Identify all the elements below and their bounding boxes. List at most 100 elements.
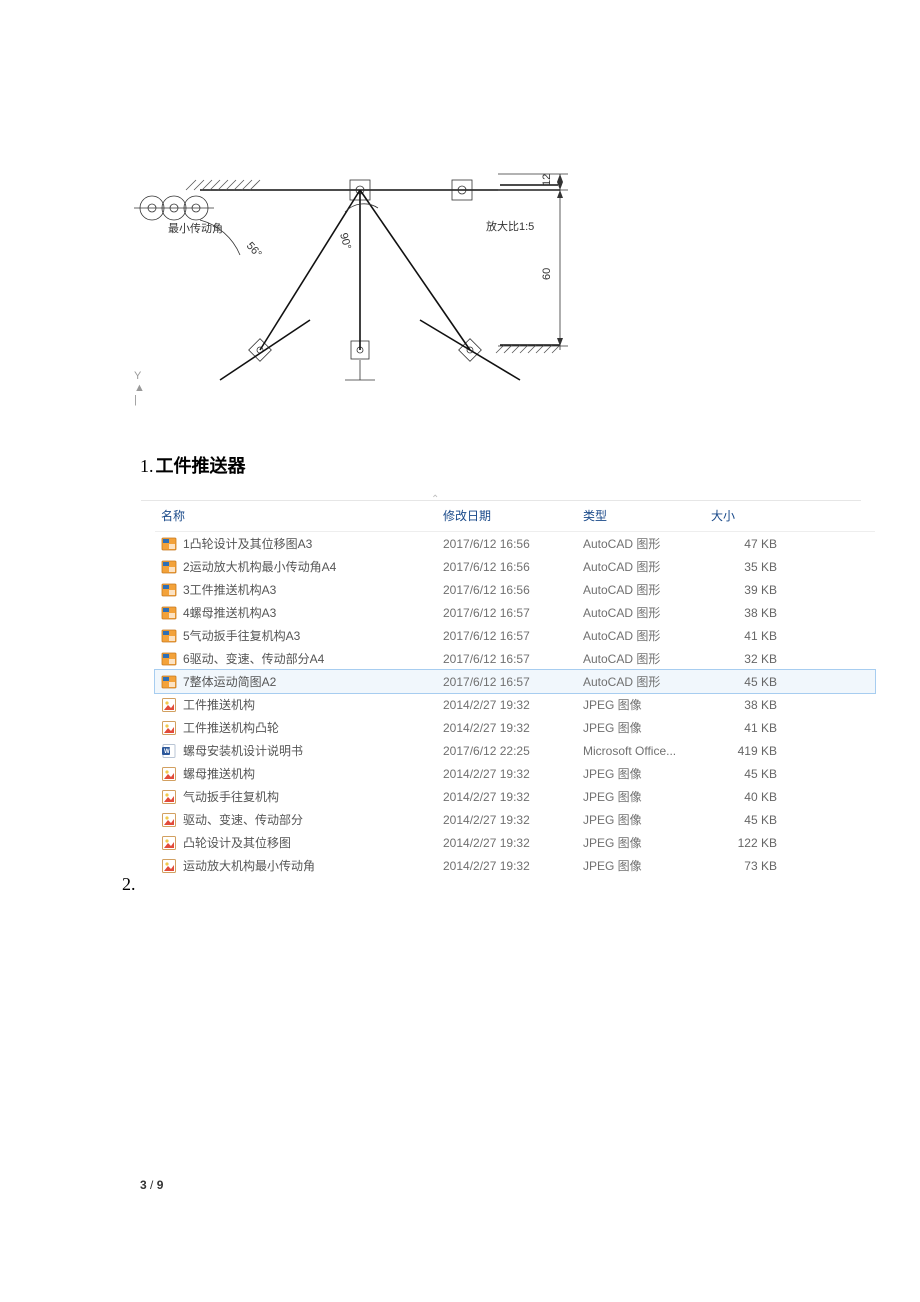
file-type: AutoCAD 图形 [583,627,711,644]
jpg-file-icon [161,697,177,713]
file-size: 45 KB [711,813,783,827]
dwg-file-icon [161,605,177,621]
header-name[interactable]: 名称 [161,507,443,524]
file-type: AutoCAD 图形 [583,581,711,598]
file-row[interactable]: 3工件推送机构A3 2017/6/12 16:56 AutoCAD 图形 39 … [155,578,875,601]
file-list-header[interactable]: 名称 修改日期 类型 大小 [155,500,875,532]
file-row[interactable]: 驱动、变速、传动部分 2014/2/27 19:32 JPEG 图像 45 KB [155,808,875,831]
scale-label: 放大比1:5 [486,219,534,233]
file-date: 2017/6/12 16:57 [443,675,583,689]
header-type[interactable]: 类型 [583,507,711,524]
dwg-file-icon [161,628,177,644]
file-date: 2017/6/12 16:56 [443,583,583,597]
file-type: Microsoft Office... [583,744,711,758]
file-name: 工件推送机构 [183,696,255,713]
file-row[interactable]: 7整体运动简图A2 2017/6/12 16:57 AutoCAD 图形 45 … [155,670,875,693]
file-type: JPEG 图像 [583,857,711,874]
file-name: 工件推送机构凸轮 [183,719,279,736]
list-number-2: 2. [122,874,136,895]
file-date: 2014/2/27 19:32 [443,721,583,735]
file-size: 32 KB [711,652,783,666]
dim-60: 60 [541,268,553,280]
file-size: 45 KB [711,767,783,781]
jpg-file-icon [161,720,177,736]
file-size: 39 KB [711,583,783,597]
dim-12: 12 [541,174,553,186]
file-name: 气动扳手往复机构 [183,788,279,805]
file-size: 122 KB [711,836,783,850]
file-type: AutoCAD 图形 [583,650,711,667]
page-footer: 3 / 9 [140,1178,163,1192]
file-row[interactable]: W 螺母安装机设计说明书 2017/6/12 22:25 Microsoft O… [155,739,875,762]
file-type: AutoCAD 图形 [583,673,711,690]
file-size: 419 KB [711,744,783,758]
axis-y-label: Y▲| [134,370,145,406]
file-row[interactable]: 4螺母推送机构A3 2017/6/12 16:57 AutoCAD 图形 38 … [155,601,875,624]
dwg-file-icon [161,674,177,690]
angle-56: 56° [244,240,264,260]
file-row[interactable]: 工件推送机构凸轮 2014/2/27 19:32 JPEG 图像 41 KB [155,716,875,739]
label-min-transmission-angle: 最小传动角 [168,222,223,235]
page-sep: / [147,1178,157,1192]
mechanical-diagram: Y▲| [140,150,700,410]
dwg-file-icon [161,559,177,575]
file-date: 2014/2/27 19:32 [443,836,583,850]
jpg-file-icon [161,789,177,805]
file-type: JPEG 图像 [583,765,711,782]
header-date[interactable]: 修改日期 [443,507,583,524]
file-date: 2017/6/12 16:57 [443,652,583,666]
file-date: 2017/6/12 16:56 [443,560,583,574]
file-type: JPEG 图像 [583,834,711,851]
file-size: 73 KB [711,859,783,873]
doc-file-icon: W [161,743,177,759]
file-date: 2017/6/12 22:25 [443,744,583,758]
file-name: 2运动放大机构最小传动角A4 [183,558,336,575]
file-row[interactable]: 气动扳手往复机构 2014/2/27 19:32 JPEG 图像 40 KB [155,785,875,808]
file-size: 41 KB [711,629,783,643]
file-row[interactable]: 5气动扳手往复机构A3 2017/6/12 16:57 AutoCAD 图形 4… [155,624,875,647]
file-date: 2014/2/27 19:32 [443,790,583,804]
file-size: 47 KB [711,537,783,551]
file-date: 2014/2/27 19:32 [443,813,583,827]
sort-arrow-icon: ⌃ [431,494,439,505]
file-row[interactable]: 运动放大机构最小传动角 2014/2/27 19:32 JPEG 图像 73 K… [155,854,875,877]
jpg-file-icon [161,835,177,851]
file-size: 35 KB [711,560,783,574]
file-type: AutoCAD 图形 [583,604,711,621]
file-name: 凸轮设计及其位移图 [183,834,291,851]
file-size: 45 KB [711,675,783,689]
file-type: AutoCAD 图形 [583,535,711,552]
diagram-svg: 最小传动角 56° 90° 放大比1:5 12 60 [140,150,700,410]
file-row[interactable]: 凸轮设计及其位移图 2014/2/27 19:32 JPEG 图像 122 KB [155,831,875,854]
file-row[interactable]: 螺母推送机构 2014/2/27 19:32 JPEG 图像 45 KB [155,762,875,785]
file-name: 4螺母推送机构A3 [183,604,276,621]
file-row[interactable]: 6驱动、变速、传动部分A4 2017/6/12 16:57 AutoCAD 图形… [155,647,875,670]
file-type: JPEG 图像 [583,719,711,736]
file-name: 7整体运动简图A2 [183,673,276,690]
dwg-file-icon [161,582,177,598]
file-size: 38 KB [711,698,783,712]
angle-90: 90° [337,232,353,251]
file-name: 螺母安装机设计说明书 [183,742,303,759]
file-name: 驱动、变速、传动部分 [183,811,303,828]
file-row[interactable]: 2运动放大机构最小传动角A4 2017/6/12 16:56 AutoCAD 图… [155,555,875,578]
file-name: 1凸轮设计及其位移图A3 [183,535,312,552]
file-name: 3工件推送机构A3 [183,581,276,598]
file-name: 5气动扳手往复机构A3 [183,627,300,644]
page-current: 3 [140,1178,147,1192]
file-type: JPEG 图像 [583,811,711,828]
file-name: 运动放大机构最小传动角 [183,857,315,874]
header-size[interactable]: 大小 [711,507,783,524]
file-row[interactable]: 1凸轮设计及其位移图A3 2017/6/12 16:56 AutoCAD 图形 … [155,532,875,555]
file-date: 2014/2/27 19:32 [443,698,583,712]
file-date: 2017/6/12 16:57 [443,606,583,620]
file-name: 6驱动、变速、传动部分A4 [183,650,324,667]
dwg-file-icon [161,536,177,552]
file-type: JPEG 图像 [583,696,711,713]
file-row[interactable]: 工件推送机构 2014/2/27 19:32 JPEG 图像 38 KB [155,693,875,716]
file-size: 38 KB [711,606,783,620]
heading-text: 工件推送器 [156,456,246,476]
svg-text:W: W [164,749,170,755]
file-date: 2017/6/12 16:57 [443,629,583,643]
file-type: AutoCAD 图形 [583,558,711,575]
